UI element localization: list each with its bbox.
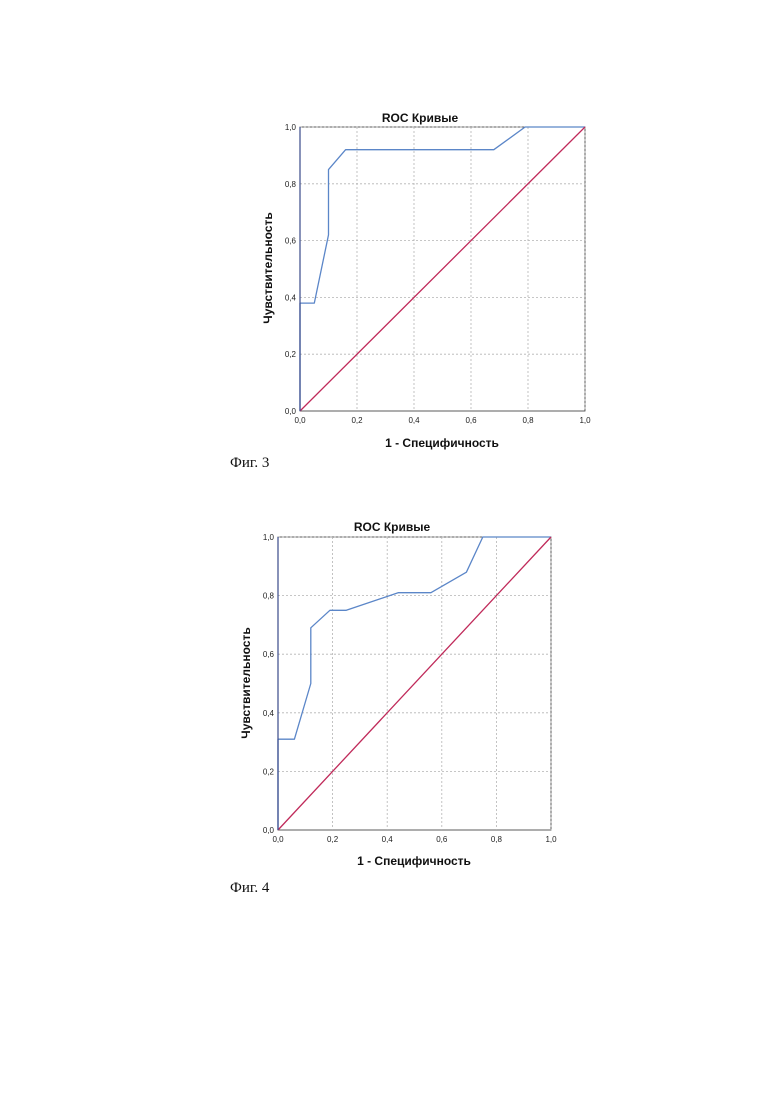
figure-caption: Фиг. 3: [230, 455, 269, 472]
x-tick-label: 1,0: [579, 416, 591, 425]
x-tick-label: 0,4: [382, 835, 394, 844]
figure-caption: Фиг. 4: [230, 880, 269, 897]
x-tick-label: 0,6: [465, 416, 477, 425]
y-tick-label: 0,6: [285, 237, 297, 246]
y-tick-label: 0,0: [285, 407, 297, 416]
x-tick-label: 0,2: [351, 416, 363, 425]
reference-diagonal-line: [300, 127, 585, 411]
x-tick-label: 0,8: [491, 835, 503, 844]
chart-title: ROC Кривые: [354, 520, 431, 534]
y-tick-label: 1,0: [285, 123, 297, 132]
x-axis-label: 1 - Специфичность: [357, 854, 471, 868]
y-tick-label: 0,8: [285, 180, 297, 189]
roc-chart-fig4: ROC Кривые 0,0 0,2 0,4 0,6 0,8 1,0 0,0 0,2 0,4 0,…: [0, 500, 780, 970]
x-tick-label: 0,2: [327, 835, 339, 844]
roc-chart-fig3: ROC Кривые 0,0 0,2 0,4 0,6 0,8 1,0 0,0 0,2 0,4 0,…: [0, 0, 780, 470]
x-tick-label: 0,0: [272, 835, 284, 844]
y-axis-label: Чувствительность: [261, 212, 275, 323]
y-tick-label: 0,0: [263, 826, 275, 835]
x-tick-label: 0,0: [294, 416, 306, 425]
y-tick-label: 0,8: [263, 592, 275, 601]
y-axis-label: Чувствительность: [239, 627, 253, 738]
x-tick-label: 1,0: [545, 835, 557, 844]
chart-title: ROC Кривые: [382, 111, 459, 125]
reference-diagonal-line: [278, 537, 551, 830]
y-tick-label: 0,4: [285, 293, 297, 302]
x-tick-label: 0,8: [522, 416, 534, 425]
y-tick-label: 0,2: [285, 350, 297, 359]
x-tick-label: 0,6: [436, 835, 448, 844]
y-tick-label: 1,0: [263, 533, 275, 542]
x-tick-label: 0,4: [408, 416, 420, 425]
x-axis-label: 1 - Специфичность: [385, 436, 499, 450]
y-tick-label: 0,4: [263, 709, 275, 718]
y-tick-label: 0,2: [263, 767, 275, 776]
y-tick-label: 0,6: [263, 650, 275, 659]
